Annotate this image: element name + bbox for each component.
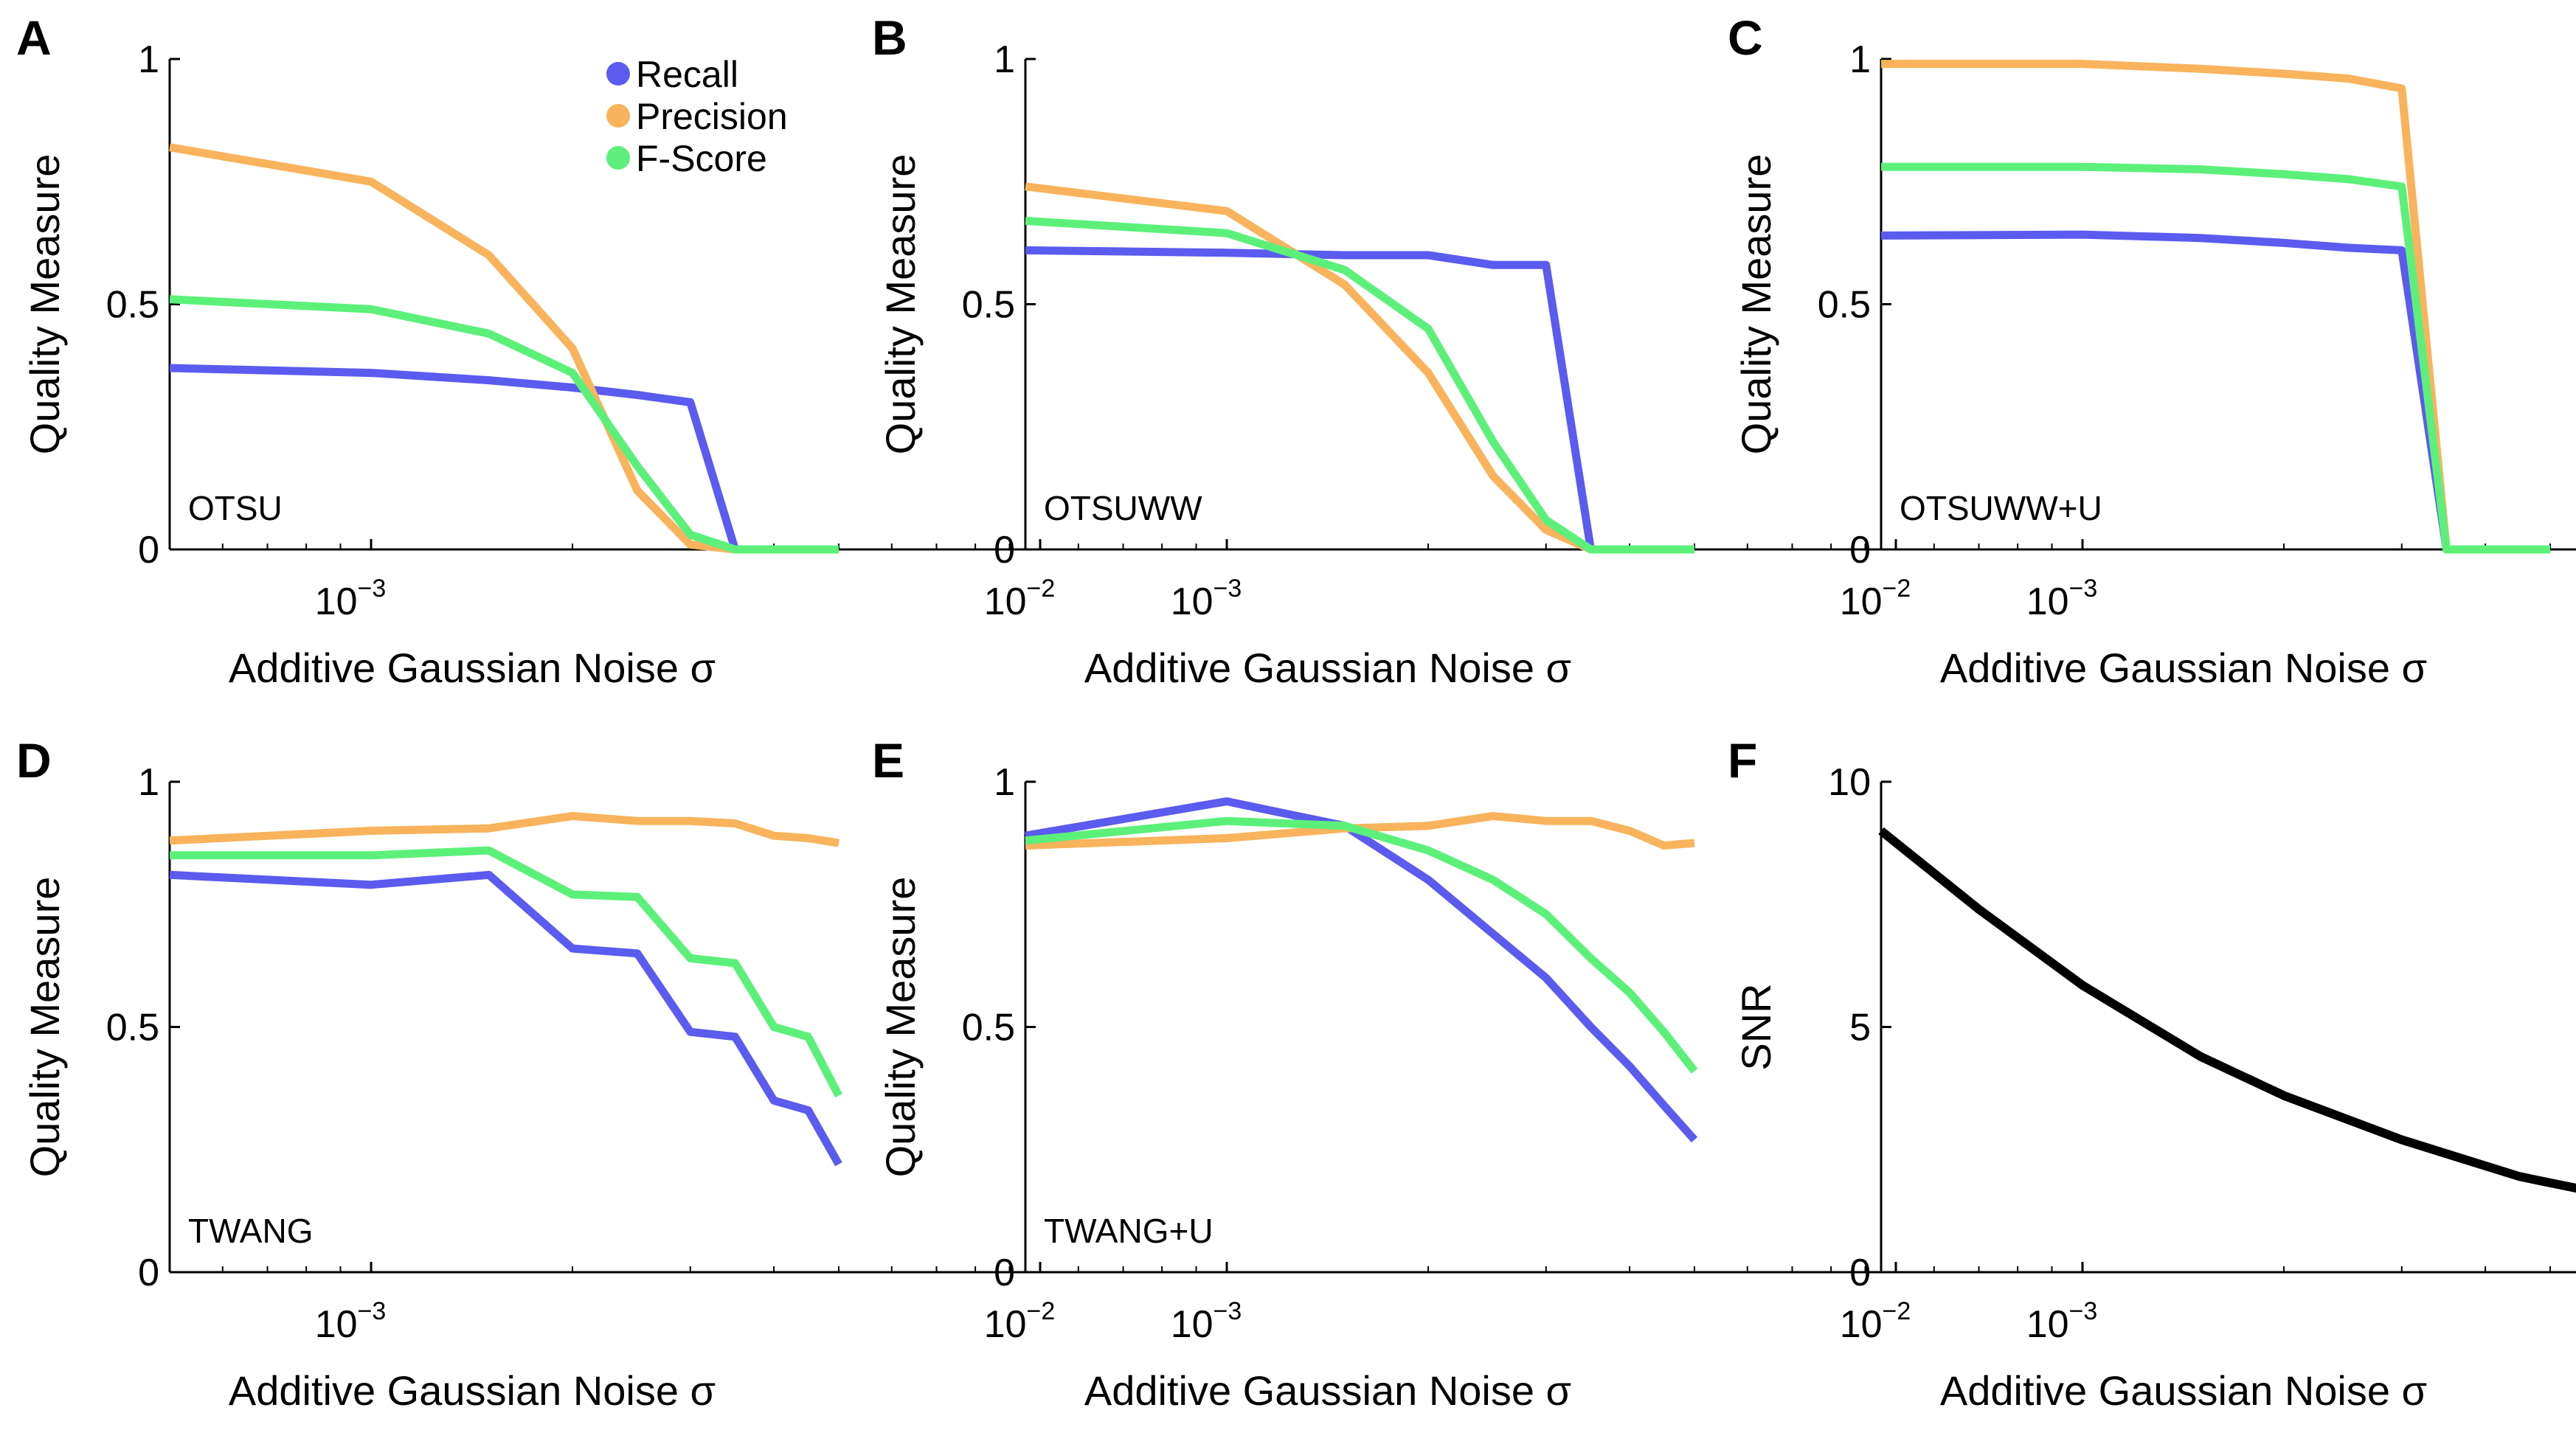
legend-label-recall: Recall	[636, 54, 738, 95]
panel-b: B 0 0.5 1 10−3 10−2 Additive Gaussian Noise σ Q…	[872, 10, 1911, 691]
series-line-fscore	[169, 295, 839, 554]
x-tick-label: 10−3	[2026, 1297, 2098, 1346]
series-line-precision	[1025, 812, 1695, 850]
y-tick-label: 5	[1849, 1007, 1871, 1049]
y-tick-label: 1	[138, 38, 159, 81]
x-tick-label: 10−3	[1171, 575, 1242, 623]
method-label: OTSUWW+U	[1900, 489, 2102, 527]
y-tick-label: 1	[1849, 38, 1871, 81]
y-tick-label: 0.5	[106, 284, 159, 327]
panel-c: C 0 0.5 1 10−3 10−2 Additive Gaussian Noise σ Q…	[1728, 10, 2576, 691]
panel-letter: F	[1728, 733, 1757, 788]
y-tick-label: 0	[138, 1252, 159, 1294]
x-axis-label: Additive Gaussian Noise σ	[1940, 1367, 2427, 1414]
method-label: TWANG	[188, 1212, 314, 1250]
legend-label-precision: Precision	[636, 96, 788, 137]
x-tick-label: 10−2	[1840, 1297, 1911, 1346]
legend-label-fscore: F-Score	[636, 138, 767, 179]
y-axis-label: Quality Measure	[21, 154, 68, 455]
x-tick-label: 10−2	[1840, 575, 1911, 623]
x-axis-label: Additive Gaussian Noise σ	[229, 645, 716, 691]
y-axis-label: SNR	[1733, 983, 1779, 1070]
y-axis-label: Quality Measure	[877, 154, 924, 455]
series-line-fscore	[170, 846, 842, 1098]
panel-letter: A	[16, 10, 52, 65]
y-axis-label: Quality Measure	[1733, 154, 1779, 455]
method-label: OTSU	[188, 489, 283, 527]
series-line-fscore	[1881, 162, 2550, 554]
legend-marker-precision	[606, 104, 630, 128]
panel-letter: D	[16, 733, 52, 788]
panel-letter: E	[872, 733, 904, 788]
legend-marker-recall	[606, 62, 630, 86]
x-tick-label: 10−3	[1171, 1297, 1242, 1346]
series-line-snr	[1878, 827, 2576, 1193]
x-axis-label: Additive Gaussian Noise σ	[1084, 645, 1571, 691]
series-line-recall	[169, 870, 842, 1167]
x-tick-label: 10−2	[984, 575, 1056, 623]
y-tick-label: 1	[994, 38, 1015, 81]
legend-marker-fscore	[606, 146, 630, 170]
x-tick-label: 10−3	[315, 575, 387, 623]
series-line-fscore	[1025, 816, 1698, 1074]
y-tick-label: 0.5	[106, 1007, 159, 1049]
panel-letter: B	[872, 10, 907, 65]
y-tick-label: 1	[994, 761, 1015, 804]
y-tick-label: 0.5	[962, 1007, 1015, 1049]
y-tick-label: 0.5	[962, 284, 1015, 327]
y-tick-label: 0	[1849, 529, 1871, 572]
x-axis-label: Additive Gaussian Noise σ	[1084, 1367, 1571, 1414]
y-tick-label: 1	[138, 761, 159, 804]
panel-letter: C	[1728, 10, 1763, 65]
panel-f: F 0 5 10 10−3 10−2 Additive Gaussian Noise σ SN…	[1728, 733, 2576, 1414]
panel-d: D 0 0.5 1 10−3 10−2 Additive Gaussian Noise σ Q…	[16, 733, 1055, 1414]
y-tick-label: 10	[1828, 761, 1871, 804]
y-tick-label: 0	[994, 529, 1015, 572]
x-tick-label: 10−3	[315, 1297, 387, 1346]
x-tick-label: 10−2	[984, 1297, 1056, 1346]
series-line-precision	[1881, 60, 2550, 554]
y-tick-label: 0	[138, 529, 159, 572]
y-tick-label: 0.5	[1818, 284, 1871, 327]
series-line-fscore	[1025, 216, 1694, 554]
series-line-recall	[1025, 797, 1698, 1143]
y-tick-label: 0	[1849, 1252, 1871, 1294]
x-axis-label: Additive Gaussian Noise σ	[229, 1367, 716, 1414]
x-axis-label: Additive Gaussian Noise σ	[1940, 645, 2427, 691]
method-label: TWANG+U	[1044, 1212, 1213, 1250]
y-axis-label: Quality Measure	[21, 877, 68, 1178]
series-line-precision	[169, 812, 839, 847]
x-tick-label: 10−3	[2026, 575, 2098, 623]
panel-a: A 0 0.5 1 10−3 10−2 Additive Gaussian Noise σ Q…	[16, 10, 1055, 691]
y-axis-label: Quality Measure	[877, 877, 924, 1178]
y-tick-label: 0	[994, 1252, 1015, 1294]
panel-e: E 0 0.5 1 10−3 10−2 Additive Gaussian Noise σ Q…	[872, 733, 1911, 1414]
method-label: OTSUWW	[1044, 489, 1202, 527]
